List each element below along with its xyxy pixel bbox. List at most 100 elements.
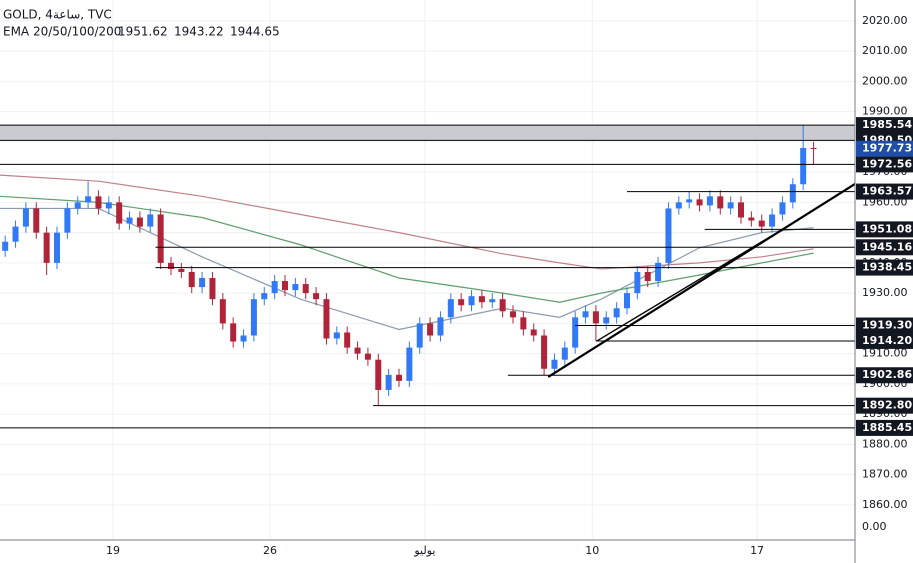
candle-body xyxy=(230,323,237,342)
candle-body xyxy=(157,214,164,263)
price-badge-label: 1985.54 xyxy=(862,118,912,131)
candle-body xyxy=(510,311,516,318)
candle-body xyxy=(696,199,703,206)
candle-body xyxy=(592,311,599,324)
candle-body xyxy=(333,332,340,339)
candle-body xyxy=(748,217,755,221)
price-badge xyxy=(856,332,913,349)
candle-body xyxy=(178,268,185,272)
candle-body xyxy=(468,296,475,306)
price-badge xyxy=(856,259,913,276)
price-badge-label: 1972.56 xyxy=(862,157,912,170)
last-price-label: 1977.73 xyxy=(862,142,912,155)
candle-body xyxy=(33,208,40,233)
candle-body xyxy=(644,271,651,282)
y-tick-label: 1860.00 xyxy=(862,498,908,511)
candle-body xyxy=(282,281,288,291)
y-tick-label: 1930.00 xyxy=(862,286,908,299)
price-badge-label: 1945.16 xyxy=(862,240,912,253)
candle-body xyxy=(603,317,610,324)
candle-body xyxy=(43,232,50,263)
candle-body xyxy=(240,335,247,342)
zone xyxy=(0,125,855,141)
candle-body xyxy=(105,202,112,209)
candle-body xyxy=(758,220,765,227)
candle-body xyxy=(551,359,558,369)
candle-body xyxy=(530,329,537,336)
price-badge-label: 1885.45 xyxy=(862,421,912,434)
candle-body xyxy=(541,335,548,369)
price-badge xyxy=(856,367,913,384)
price-badge xyxy=(856,397,913,414)
price-badge-label: 1963.57 xyxy=(862,185,912,198)
trend-line xyxy=(547,183,856,378)
candle-body xyxy=(458,299,465,306)
candle-body xyxy=(499,299,506,312)
y-tick-label: 2000.00 xyxy=(862,74,908,87)
candle-body xyxy=(147,214,154,227)
price-badge xyxy=(856,239,913,256)
pane-label: 0.00 xyxy=(862,520,887,533)
candle-body xyxy=(250,299,257,336)
zone-band xyxy=(0,125,855,141)
candle-body xyxy=(655,262,662,282)
legend-value: 1951.62 xyxy=(118,25,168,39)
candle-body xyxy=(313,293,320,300)
candle-body xyxy=(396,374,402,381)
y-tick-label: 2020.00 xyxy=(862,14,908,27)
price-badge-label: 1951.08 xyxy=(862,222,912,235)
candle-body xyxy=(12,226,19,242)
price-badge-label: 1902.86 xyxy=(862,368,912,381)
price-badge xyxy=(856,183,913,200)
candle-body xyxy=(427,323,434,336)
candle-body xyxy=(95,196,102,209)
y-tick-label: 1880.00 xyxy=(862,437,908,450)
candle-body xyxy=(634,271,641,294)
candle-body xyxy=(126,217,133,224)
candle-body xyxy=(261,293,268,300)
candle-body xyxy=(582,311,589,318)
candle-body xyxy=(727,202,734,209)
price-badge-label: 1892.80 xyxy=(862,399,912,412)
candle-body xyxy=(613,308,620,318)
candle-body xyxy=(572,317,579,348)
x-tick-label: 10 xyxy=(585,544,599,557)
candle-body xyxy=(219,299,226,324)
price-badge xyxy=(856,317,913,334)
candle-body xyxy=(406,347,413,381)
price-badge xyxy=(856,156,913,173)
candle-body xyxy=(520,317,527,330)
candle-body xyxy=(188,271,195,288)
y-tick-label: 1990.00 xyxy=(862,105,908,118)
candle-body xyxy=(810,147,817,149)
x-tick-label: يوليو xyxy=(413,544,435,557)
candle-body xyxy=(706,196,713,206)
ema-line xyxy=(0,174,814,270)
y-tick-label: 2010.00 xyxy=(862,44,908,57)
candle-body xyxy=(354,347,361,354)
candle-body xyxy=(64,208,71,233)
candle-body xyxy=(686,199,693,203)
axis: 2020.002010.002000.001990.001980.001970.… xyxy=(106,14,913,557)
candle-body xyxy=(489,299,496,303)
price-badge xyxy=(856,221,913,238)
candle-body xyxy=(624,293,630,309)
price-badge xyxy=(856,117,913,134)
candle-body xyxy=(561,347,568,360)
candle-body xyxy=(385,374,392,390)
candle-body xyxy=(22,208,29,227)
symbol-title: GOLD, 4ساعة, TVC xyxy=(3,8,112,22)
candle-body xyxy=(323,299,330,339)
legend-value: 1943.22 xyxy=(174,25,224,39)
price-badge-label: 1938.45 xyxy=(862,261,912,274)
price-badge-label: 1914.20 xyxy=(862,334,912,347)
candle-body xyxy=(769,214,776,227)
candle-body xyxy=(738,202,744,218)
price-badge-label: 1919.30 xyxy=(862,319,912,332)
candle-body xyxy=(209,278,216,300)
candle-body xyxy=(437,317,444,336)
candle-body xyxy=(2,241,9,251)
candle-body xyxy=(478,296,485,303)
x-tick-label: 19 xyxy=(106,544,120,557)
x-tick-label: 17 xyxy=(750,544,764,557)
